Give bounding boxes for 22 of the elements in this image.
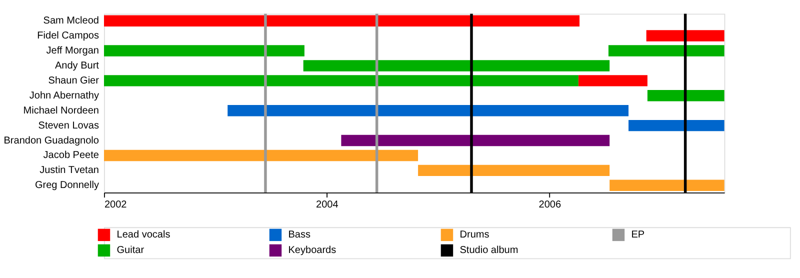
- x-tick-label: 2004: [316, 200, 339, 211]
- x-tick-label: 2002: [104, 200, 128, 211]
- y-tick-label: Steven Lovas: [38, 120, 99, 132]
- y-tick-label: Fidel Campos: [37, 30, 99, 42]
- legend-label: Keyboards: [288, 245, 336, 256]
- y-tick-label: Justin Tvetan: [40, 165, 99, 176]
- y-tick-label: John Abernathy: [29, 90, 99, 102]
- y-tick-label: Greg Donnelly: [34, 180, 99, 192]
- y-tick-label: Jeff Morgan: [46, 45, 99, 56]
- legend-label: Lead vocals: [116, 230, 170, 241]
- y-tick-label: Brandon Guadagnolo: [4, 135, 100, 146]
- legend-label: Drums: [460, 230, 490, 241]
- legend-label: Guitar: [116, 245, 145, 256]
- x-tick-label: 2006: [538, 200, 562, 211]
- legend-label: EP: [631, 230, 645, 241]
- y-tick-label: Jacob Peete: [43, 150, 100, 162]
- y-tick-label: Sam Mcleod: [43, 16, 99, 27]
- y-tick-label: Michael Nordeen: [23, 105, 99, 116]
- legend-label: Studio album: [460, 245, 518, 256]
- legend-label: Bass: [288, 230, 311, 241]
- y-tick-label: Shaun Gier: [48, 75, 100, 86]
- y-tick-label: Andy Burt: [54, 60, 100, 72]
